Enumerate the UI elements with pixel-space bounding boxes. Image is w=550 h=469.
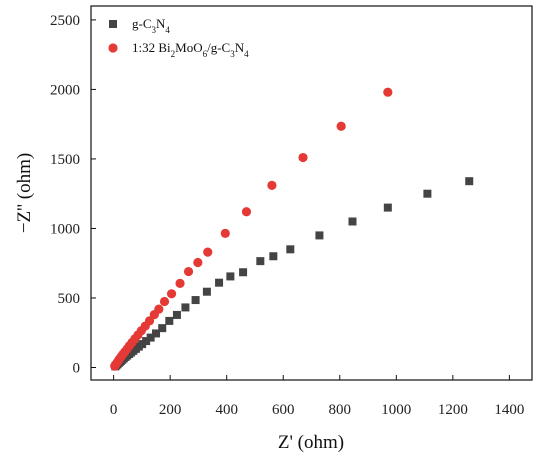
data-point xyxy=(166,289,177,299)
data-point xyxy=(191,296,200,305)
y-axis-title: −Z'' (ohm) xyxy=(14,153,35,233)
y-tick-label: 1500 xyxy=(50,152,80,168)
legend-label: 1:32 Bi2MoO6/g-C3N4 xyxy=(132,40,249,59)
data-point xyxy=(142,337,151,346)
y-tick-label: 2000 xyxy=(50,82,80,98)
data-point xyxy=(215,278,224,287)
legend-label-part: 4 xyxy=(165,25,170,35)
data-point xyxy=(159,296,170,307)
data-point xyxy=(315,231,324,240)
data-point xyxy=(226,272,235,281)
legend-label-part: N xyxy=(235,40,245,55)
x-tick-label: 600 xyxy=(272,402,295,418)
data-point xyxy=(202,287,211,296)
legend-label-part: 2 xyxy=(171,49,176,59)
data-point xyxy=(203,247,213,257)
data-point xyxy=(152,329,161,338)
legend-label-part: /g-C xyxy=(207,40,230,55)
data-point xyxy=(423,189,432,198)
y-tick-label: 500 xyxy=(58,291,81,307)
x-axis-title: Z' (ohm) xyxy=(278,432,344,453)
data-point xyxy=(172,310,181,319)
legend-label-part: g-C xyxy=(132,16,152,31)
data-point xyxy=(144,316,155,326)
y-tick-label: 1000 xyxy=(50,221,80,237)
data-point xyxy=(154,304,164,314)
legend-label-part: 4 xyxy=(244,49,249,59)
legend-label: g-C3N4 xyxy=(132,16,170,35)
legend-marker-square xyxy=(109,20,117,28)
legend-label-part: 1:32 Bi xyxy=(132,40,171,55)
plot-frame xyxy=(90,5,533,381)
data-point xyxy=(336,121,346,131)
legend-label-part: 3 xyxy=(152,25,157,35)
data-point xyxy=(165,316,174,325)
x-axis: 0 200 400 600 800 1000 1200 1400 xyxy=(110,375,524,418)
data-point xyxy=(193,257,203,268)
x-tick-label: 800 xyxy=(329,402,352,418)
y-tick-label: 0 xyxy=(73,360,81,376)
data-point xyxy=(239,268,248,277)
legend-label-part: MoO xyxy=(175,40,202,55)
data-point xyxy=(383,87,393,97)
x-tick-label: 0 xyxy=(110,402,118,418)
data-point xyxy=(348,217,357,226)
data-series xyxy=(110,87,474,371)
series-bi2moo6-g-c3n4 xyxy=(110,87,393,371)
y-axis: 0 500 1000 1500 2000 2500 xyxy=(50,13,96,376)
data-point xyxy=(158,324,167,333)
x-tick-label: 200 xyxy=(159,402,182,418)
y-tick-label: 2500 xyxy=(50,13,80,29)
data-point xyxy=(181,303,190,312)
legend-label-part: 3 xyxy=(230,49,235,59)
data-point xyxy=(183,266,194,277)
data-point xyxy=(267,180,277,190)
data-point xyxy=(298,152,308,163)
legend-label-part: 6 xyxy=(203,49,208,59)
x-tick-label: 400 xyxy=(215,402,238,418)
data-point xyxy=(220,228,230,238)
data-point xyxy=(241,207,252,217)
x-tick-label: 1200 xyxy=(438,402,468,418)
data-point xyxy=(256,257,265,266)
data-point xyxy=(146,333,155,342)
legend-label-part: N xyxy=(156,16,166,31)
data-point xyxy=(383,203,392,212)
data-point xyxy=(465,177,474,186)
legend-marker-circle xyxy=(108,43,118,53)
series-g-c3n4 xyxy=(111,177,474,371)
x-tick-label: 1400 xyxy=(494,402,524,418)
data-point xyxy=(286,245,295,254)
data-point xyxy=(175,278,185,288)
x-tick-label: 1000 xyxy=(381,402,411,418)
data-point xyxy=(269,252,278,261)
